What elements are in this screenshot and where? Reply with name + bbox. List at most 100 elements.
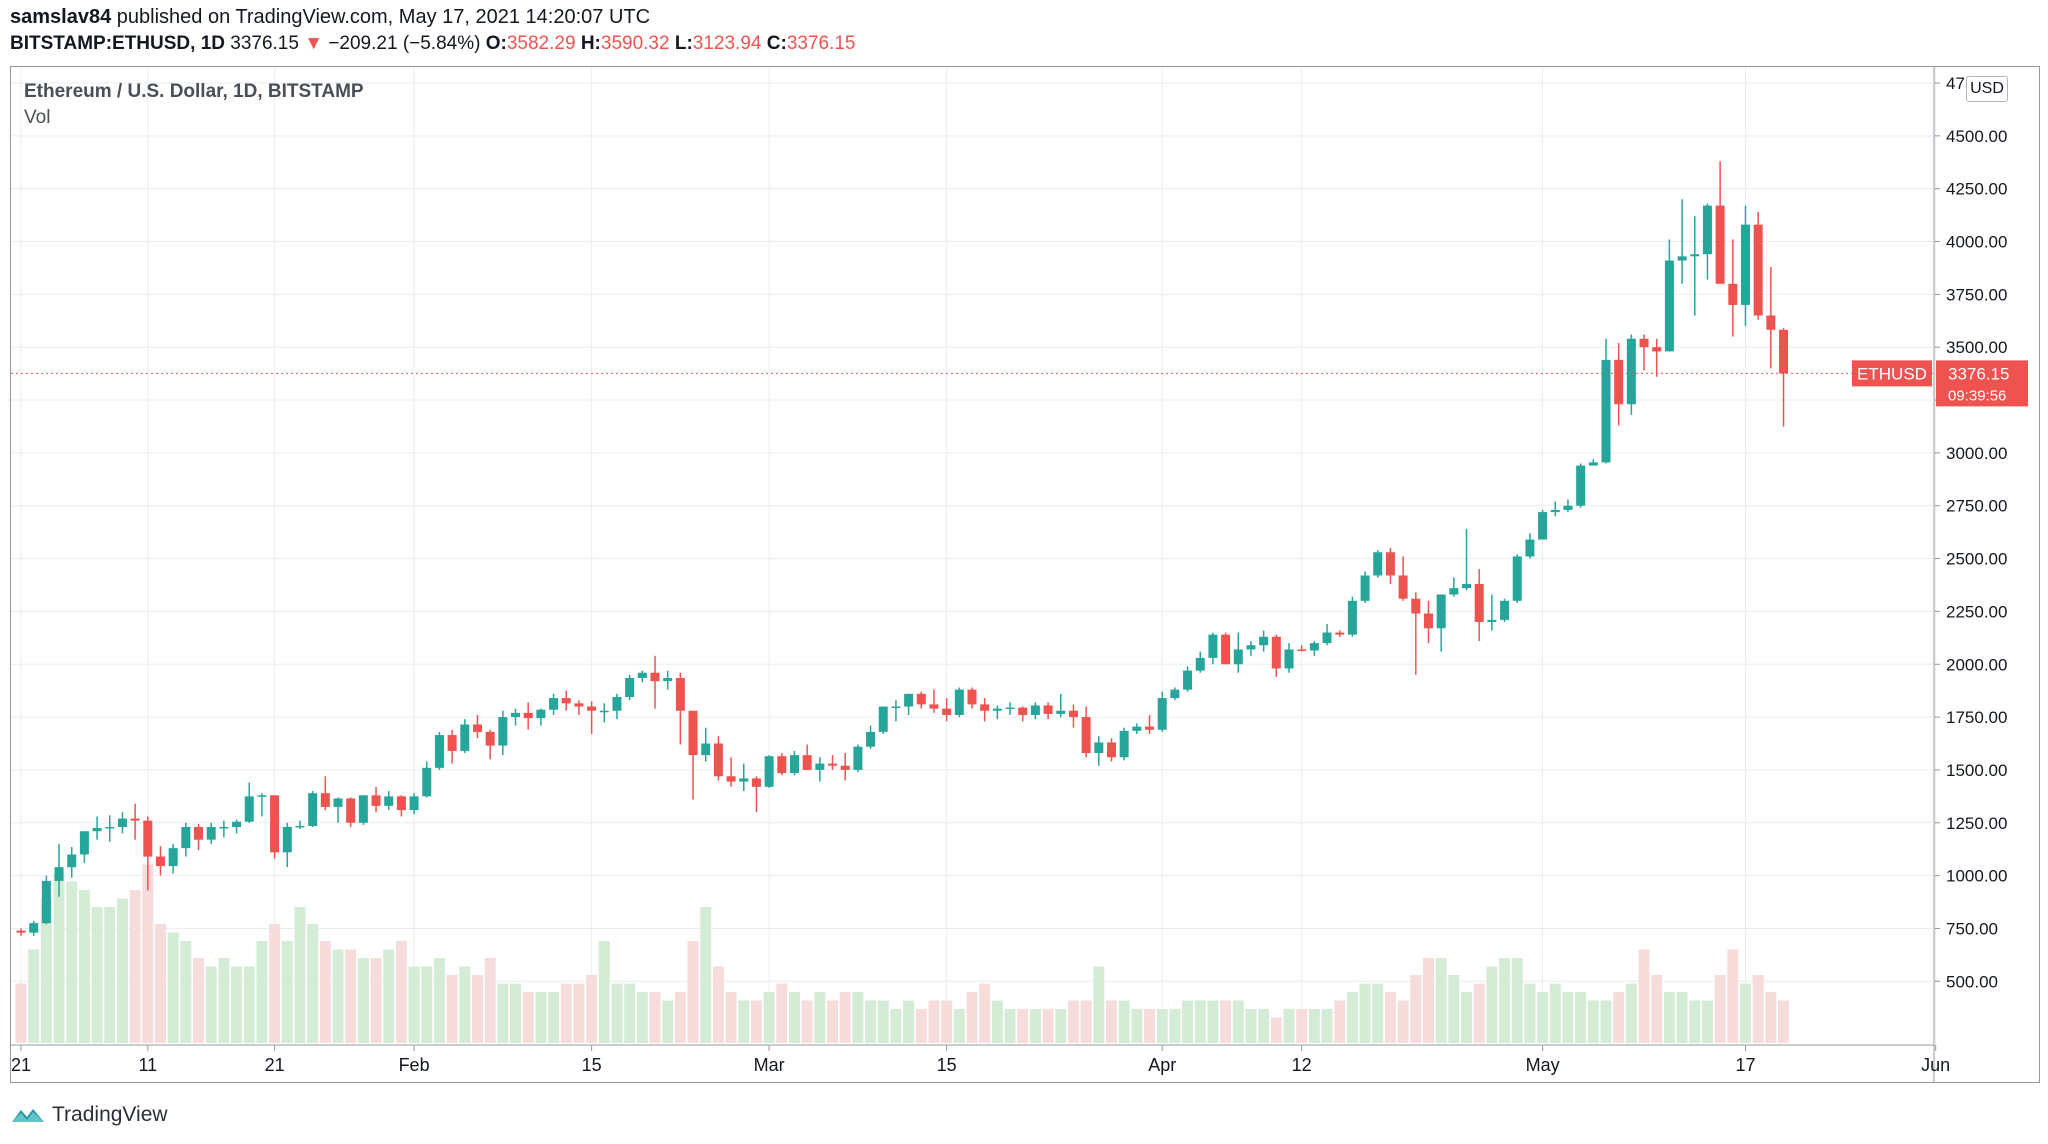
volume-bar — [560, 983, 572, 1043]
time-axis: 21 11 21 Feb 15 Mar 15 Apr 12 May 17 Jun — [11, 1045, 1950, 1075]
candle-body — [257, 795, 267, 797]
volume-bar — [1105, 1000, 1117, 1043]
candle-body — [1208, 634, 1218, 658]
candle-body — [1271, 636, 1281, 669]
volume-bar — [700, 907, 712, 1043]
candle-body — [1500, 600, 1510, 620]
y-tick-label: 500.00 — [1946, 972, 1998, 991]
candle-body — [447, 735, 457, 751]
high-value: 3590.32 — [600, 33, 670, 54]
candle-body — [409, 796, 419, 811]
volume-bar — [1055, 1009, 1067, 1043]
candle-body — [434, 735, 444, 768]
volume-bar — [1524, 983, 1536, 1043]
volume-bar — [1346, 992, 1358, 1043]
volume-bar — [1131, 1009, 1143, 1043]
symbol-tag-bg — [1852, 360, 1932, 387]
y-tick-label: 2750.00 — [1946, 497, 2007, 516]
low-value: 3123.94 — [692, 33, 762, 54]
candle-body — [1373, 552, 1383, 576]
candle-body — [650, 672, 660, 682]
symbol-label: BITSTAMP:ETHUSD, 1D — [10, 33, 225, 54]
x-tick-label: Jun — [1921, 1055, 1950, 1075]
volume-bar — [598, 941, 610, 1043]
candle-body — [1766, 315, 1776, 330]
candle-body — [726, 776, 736, 782]
volume-bar — [395, 941, 407, 1043]
volume-bar — [1118, 1000, 1130, 1043]
volume-bar — [877, 1000, 889, 1043]
volume-bar — [1004, 1009, 1016, 1043]
candle-body — [282, 827, 292, 853]
candle-body — [143, 820, 153, 857]
candle-body — [1715, 205, 1725, 284]
candle-body — [1145, 726, 1155, 730]
candle-body — [625, 677, 635, 698]
volume-bar — [1220, 1000, 1232, 1043]
candle-body — [1702, 205, 1712, 255]
publisher-name[interactable]: samslav84 — [10, 6, 112, 28]
candle-body — [232, 821, 242, 827]
volume-bar — [1765, 992, 1777, 1043]
candle-body — [1385, 552, 1395, 576]
candle-body — [1474, 583, 1484, 622]
volume-bar — [1283, 1009, 1295, 1043]
candle-body — [777, 756, 787, 774]
candle-body — [194, 827, 204, 840]
volume-bar — [1689, 1000, 1701, 1043]
candle-body — [472, 724, 482, 732]
candle-body — [1246, 645, 1256, 650]
candle-body — [1132, 726, 1142, 731]
candle-body — [815, 763, 825, 770]
candle-body — [1601, 359, 1611, 463]
volume-bar — [484, 958, 496, 1043]
candle-body — [485, 731, 495, 746]
volume-bar — [1296, 1009, 1308, 1043]
candle-body — [92, 828, 102, 832]
x-tick-label: 12 — [1292, 1055, 1312, 1075]
y-tick-label: 3000.00 — [1946, 444, 2007, 463]
candle-body — [1512, 556, 1522, 601]
volume-bar — [801, 1000, 813, 1043]
volume-bar — [1511, 958, 1523, 1043]
candle-body — [713, 743, 723, 777]
volume-bar — [1461, 992, 1473, 1043]
candle-body — [878, 706, 888, 732]
candle-body — [1411, 598, 1421, 614]
volume-legend-label: Vol — [24, 107, 51, 128]
volume-bar — [180, 941, 192, 1043]
volume-bar — [1207, 1000, 1219, 1043]
candle-body — [789, 755, 799, 774]
volume-bar — [535, 992, 547, 1043]
currency-button[interactable]: USD — [1966, 76, 2008, 102]
volume-bar — [1144, 1009, 1156, 1043]
candle-body — [105, 827, 115, 829]
candle-body — [155, 856, 165, 867]
volume-bar — [319, 941, 331, 1043]
candle-body — [16, 930, 26, 933]
volume-bar — [586, 975, 598, 1043]
candle-body — [536, 709, 546, 719]
volume-bar — [116, 898, 128, 1043]
volume-bar — [1739, 983, 1751, 1043]
chart-legend-title: Ethereum / U.S. Dollar, 1D, BITSTAMP — [24, 81, 364, 102]
volume-bar — [1575, 992, 1587, 1043]
candle-body — [980, 704, 990, 711]
candle-body — [460, 724, 470, 751]
volume-bar — [510, 983, 522, 1043]
candle-body — [67, 854, 77, 868]
volume-bar — [687, 941, 699, 1043]
volume-bar — [167, 932, 179, 1043]
price-tag-bg — [1936, 360, 2028, 407]
volume-bar — [78, 890, 90, 1043]
volume-bar — [966, 992, 978, 1043]
candle-body — [866, 731, 876, 747]
volume-bar — [66, 881, 78, 1043]
candle-body — [79, 831, 89, 855]
candle-body — [206, 827, 216, 840]
volume-bar — [231, 966, 243, 1043]
tradingview-branding[interactable]: TradingView — [10, 1103, 168, 1127]
candle-body — [1221, 634, 1231, 665]
volume-bar — [307, 924, 319, 1043]
